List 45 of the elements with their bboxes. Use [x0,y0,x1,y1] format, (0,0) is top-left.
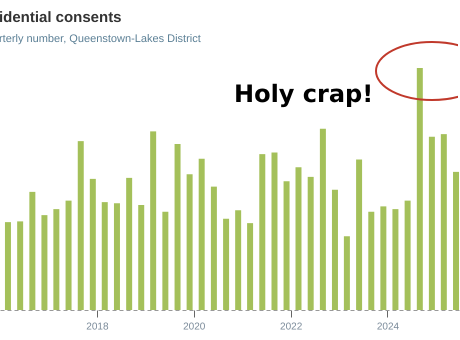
bar [102,202,108,310]
bar [416,68,423,310]
bar [17,221,24,310]
bar [344,236,350,310]
bar [223,218,230,310]
bar [53,209,60,310]
bar [41,215,48,310]
bar [126,178,132,310]
bar [29,192,36,310]
x-tick-label: 2018 [86,322,109,332]
chart-title: idential consents [0,9,122,26]
bar [440,134,447,310]
annotation: Holy crap! [234,80,374,108]
bar [138,204,144,310]
bar [66,200,72,310]
bar [380,206,386,310]
x-tick-label: 2024 [376,322,400,332]
bar [235,210,242,310]
bar [453,172,460,310]
bar [259,154,266,310]
bar [320,128,326,310]
bar [428,136,435,310]
bar [78,141,84,310]
bar [295,167,302,310]
bar [271,152,278,310]
bar [162,212,168,310]
bar [90,178,96,310]
x-tick-label: 2020 [183,322,206,332]
bar [392,209,398,310]
bar [284,181,290,310]
bar [210,186,217,310]
bar [308,176,314,310]
bar [150,131,156,310]
bar [356,159,362,310]
chart-subtitle: rterly number, Queenstown-Lakes District [0,33,201,45]
bar [114,203,120,310]
bar [4,222,11,310]
bar [198,158,205,310]
bar [368,212,374,310]
bar [186,174,193,310]
bar [174,144,181,310]
bar [332,190,338,310]
bar [404,200,411,310]
bar [247,223,254,310]
x-tick-label: 2022 [280,322,303,332]
